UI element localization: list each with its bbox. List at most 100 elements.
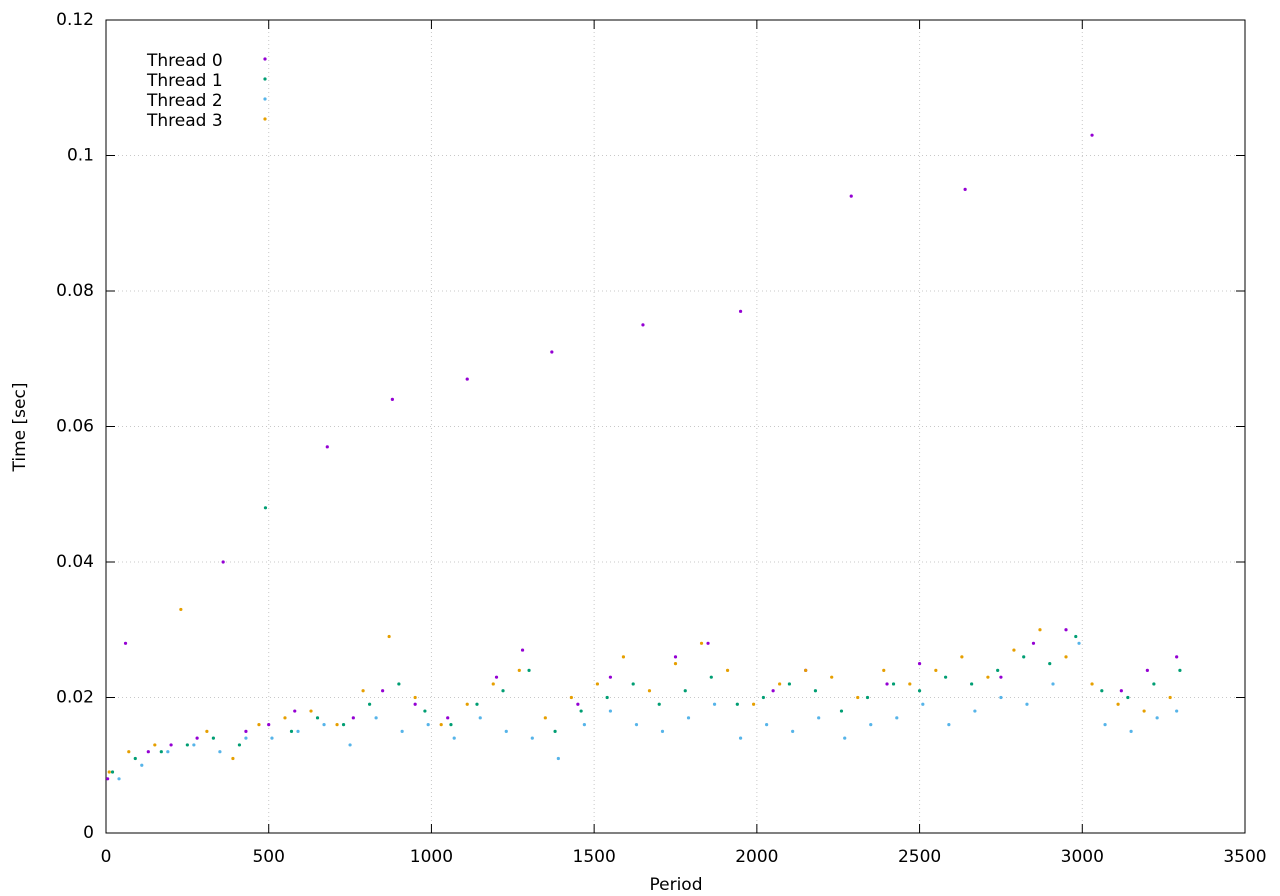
point bbox=[1178, 668, 1182, 673]
point bbox=[1022, 655, 1026, 659]
legend-marker bbox=[263, 117, 267, 121]
point bbox=[699, 641, 704, 645]
point bbox=[631, 682, 635, 686]
point bbox=[787, 682, 792, 686]
point bbox=[348, 743, 352, 747]
point bbox=[706, 641, 710, 645]
point bbox=[205, 729, 209, 733]
point bbox=[446, 716, 450, 720]
point bbox=[293, 709, 297, 713]
point bbox=[1100, 689, 1104, 693]
point bbox=[397, 682, 401, 686]
point bbox=[367, 702, 372, 706]
point bbox=[608, 709, 613, 713]
point bbox=[738, 736, 743, 740]
plot-border bbox=[105, 19, 1246, 834]
point bbox=[1129, 729, 1133, 733]
point bbox=[1064, 655, 1068, 659]
point bbox=[231, 756, 235, 761]
point bbox=[491, 682, 495, 686]
y-tick-label: 0.12 bbox=[56, 10, 94, 30]
point bbox=[709, 675, 713, 679]
point bbox=[296, 729, 300, 733]
point bbox=[322, 723, 326, 727]
point bbox=[1074, 634, 1078, 639]
point bbox=[361, 689, 365, 693]
point bbox=[140, 763, 144, 767]
point bbox=[917, 689, 922, 693]
y-tick-label: 0.06 bbox=[56, 417, 94, 437]
x-tick-label: 3000 bbox=[1061, 847, 1104, 867]
legend-marker bbox=[263, 57, 267, 61]
point bbox=[257, 723, 261, 727]
point bbox=[1031, 641, 1036, 645]
point bbox=[185, 743, 189, 747]
point bbox=[133, 756, 137, 761]
point bbox=[839, 709, 844, 713]
x-tick-label: 1500 bbox=[573, 847, 616, 867]
point bbox=[166, 750, 170, 754]
point bbox=[123, 641, 128, 645]
point bbox=[550, 350, 554, 354]
x-tick-label: 2000 bbox=[735, 847, 778, 867]
point bbox=[673, 655, 678, 659]
point bbox=[934, 668, 938, 673]
point bbox=[657, 702, 661, 706]
x-axis-label: Period bbox=[649, 875, 702, 895]
point bbox=[996, 668, 1000, 673]
point bbox=[1048, 662, 1052, 666]
point bbox=[752, 702, 756, 706]
point bbox=[325, 445, 329, 449]
point bbox=[475, 702, 479, 706]
point bbox=[771, 689, 775, 693]
point bbox=[865, 695, 870, 700]
point bbox=[813, 689, 818, 693]
point bbox=[146, 750, 150, 754]
point bbox=[908, 682, 912, 686]
point bbox=[504, 729, 508, 733]
point bbox=[791, 729, 795, 733]
point bbox=[1126, 695, 1130, 700]
point bbox=[283, 716, 287, 720]
point bbox=[1175, 709, 1179, 713]
point bbox=[159, 750, 163, 754]
point bbox=[1051, 682, 1055, 686]
point bbox=[579, 709, 583, 713]
point bbox=[413, 695, 417, 700]
point bbox=[1152, 682, 1156, 686]
point bbox=[413, 702, 417, 706]
point bbox=[621, 655, 626, 659]
point bbox=[1116, 702, 1120, 706]
point bbox=[849, 194, 853, 198]
point bbox=[641, 323, 645, 327]
point bbox=[1090, 133, 1094, 137]
point bbox=[917, 662, 922, 666]
point bbox=[387, 634, 391, 639]
point bbox=[117, 777, 121, 781]
x-tick-label: 500 bbox=[252, 847, 284, 867]
point bbox=[647, 689, 652, 693]
point bbox=[999, 695, 1003, 700]
point bbox=[634, 723, 639, 727]
legend-marker bbox=[263, 97, 267, 101]
y-tick-label: 0.02 bbox=[56, 688, 94, 708]
point bbox=[289, 729, 294, 733]
y-axis-label: Time [sec] bbox=[10, 383, 30, 473]
point bbox=[351, 716, 355, 720]
point bbox=[267, 723, 271, 727]
y-tick-label: 0.08 bbox=[56, 281, 94, 301]
point bbox=[817, 716, 821, 720]
point bbox=[712, 702, 717, 706]
point bbox=[553, 729, 557, 733]
point bbox=[683, 689, 687, 693]
point bbox=[517, 668, 521, 673]
point bbox=[309, 709, 313, 713]
point bbox=[582, 723, 586, 727]
point bbox=[237, 743, 242, 747]
point bbox=[501, 689, 505, 693]
point bbox=[1168, 695, 1172, 700]
point bbox=[423, 709, 427, 713]
point bbox=[605, 695, 609, 700]
